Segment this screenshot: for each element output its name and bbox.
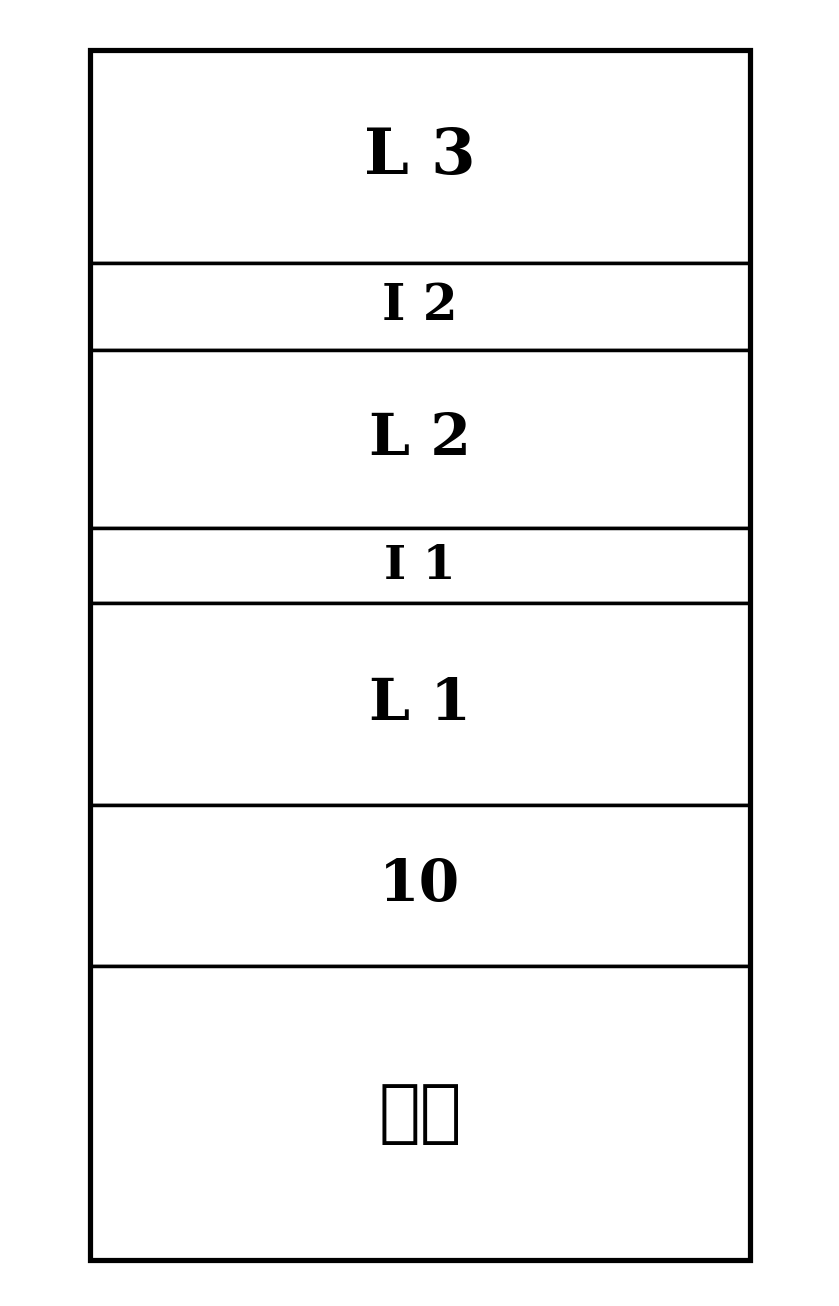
- Polygon shape: [90, 528, 750, 603]
- Text: I 2: I 2: [383, 282, 458, 330]
- Text: L 1: L 1: [369, 677, 471, 731]
- Text: L 2: L 2: [369, 411, 471, 468]
- Text: L 3: L 3: [364, 127, 476, 187]
- Polygon shape: [90, 966, 750, 1260]
- Text: 10: 10: [379, 858, 461, 913]
- Polygon shape: [90, 804, 750, 966]
- Polygon shape: [90, 603, 750, 804]
- Polygon shape: [90, 264, 750, 350]
- Text: I 1: I 1: [384, 543, 456, 589]
- Polygon shape: [90, 50, 750, 264]
- Text: 服底: 服底: [378, 1080, 461, 1147]
- Polygon shape: [90, 350, 750, 528]
